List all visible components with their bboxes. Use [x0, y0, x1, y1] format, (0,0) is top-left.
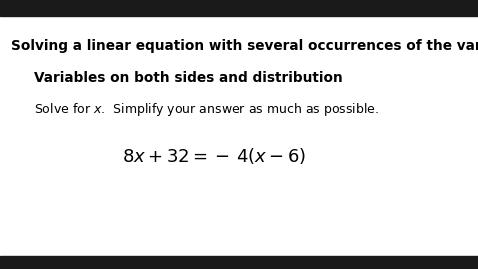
Text: Solving a linear equation with several occurrences of the variable:: Solving a linear equation with several o…	[11, 39, 478, 53]
Bar	[0, 0, 478, 16]
Text: $8x + 32 = -\,4(x - 6)$: $8x + 32 = -\,4(x - 6)$	[122, 146, 306, 166]
Bar	[0, 256, 478, 269]
Text: Solve for $x$.  Simplify your answer as much as possible.: Solve for $x$. Simplify your answer as m…	[34, 101, 380, 118]
Text: Variables on both sides and distribution: Variables on both sides and distribution	[34, 71, 343, 85]
